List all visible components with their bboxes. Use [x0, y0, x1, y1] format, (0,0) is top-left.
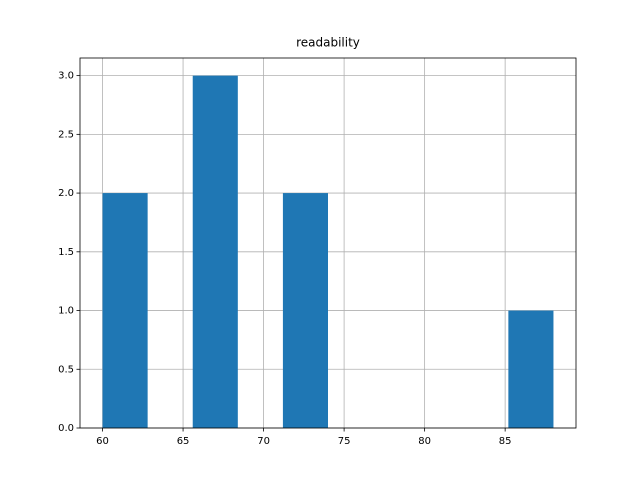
x-tick-label: 60 [96, 436, 109, 447]
bar [192, 75, 238, 428]
bars [102, 75, 554, 428]
bar [102, 193, 148, 428]
y-tick-label: 3.0 [58, 71, 74, 82]
bar [508, 310, 554, 428]
y-tick-label: 0.0 [58, 423, 74, 434]
bar [282, 193, 328, 428]
chart-title: readability [296, 36, 360, 50]
y-tick-label: 2.0 [58, 188, 74, 199]
axes-frame [79, 57, 577, 429]
x-tick-label: 65 [177, 436, 190, 447]
x-tick-label: 85 [499, 436, 512, 447]
x-tick-label: 75 [338, 436, 351, 447]
x-tick-label: 70 [257, 436, 270, 447]
y-tick-label: 1.5 [58, 247, 74, 258]
y-tick-label: 1.0 [58, 306, 74, 317]
y-tick-label: 0.5 [58, 364, 74, 375]
x-tick-label: 80 [418, 436, 431, 447]
y-tick-label: 2.5 [58, 129, 74, 140]
